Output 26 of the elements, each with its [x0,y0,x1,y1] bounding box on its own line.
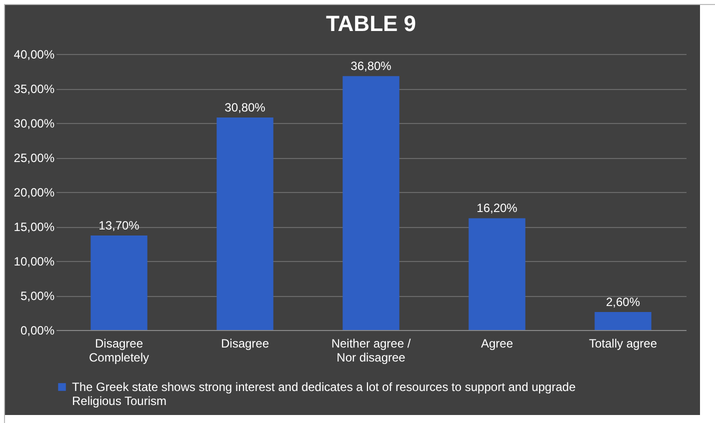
x-tick-label: Disagree Completely [88,336,150,364]
y-tick-label: 40,00% [14,48,55,62]
y-tick-label: 35,00% [14,82,55,96]
bar [468,218,526,330]
y-tick-label: 25,00% [14,151,55,165]
y-tick-label: 10,00% [14,254,55,268]
data-label: 16,20% [476,201,518,216]
y-tick-label: 30,00% [14,116,55,130]
legend-label: The Greek state shows strong interest and dedicates a lot of resources to support and upgrade Religious Tourism [72,380,576,408]
data-label: 30,80% [224,100,266,114]
x-tick-label: Neither agree / Nor disagree [331,336,412,364]
data-label: 2,60% [606,295,640,310]
x-tick-label: Totally agree [588,336,658,350]
bar [216,117,274,330]
chart-title: TABLE 9 [326,11,416,36]
y-tick-label: 20,00% [14,186,55,200]
data-label: 13,70% [98,218,140,232]
bar [342,76,400,330]
x-tick-label: Disagree [220,336,270,350]
bar [594,312,652,330]
x-tick-label: Agree [480,336,514,350]
bar [90,235,148,330]
y-tick-label: 5,00% [20,289,55,303]
y-tick-label: 15,00% [14,220,55,234]
y-tick-label: 0,00% [20,324,55,338]
data-label: 36,80% [350,59,392,74]
